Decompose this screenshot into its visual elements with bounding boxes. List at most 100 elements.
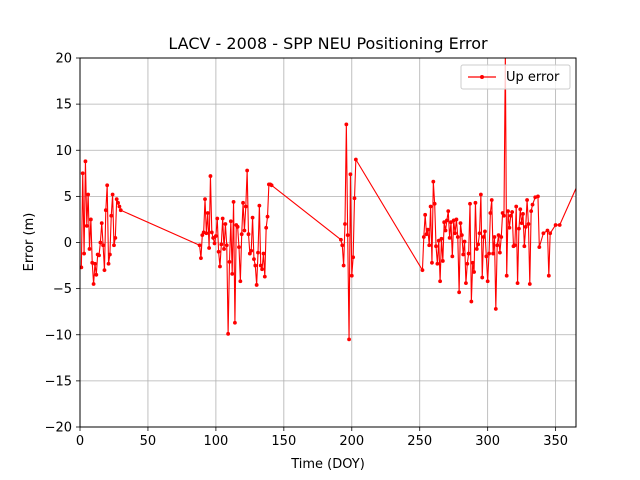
legend-marker-swatch (480, 75, 484, 79)
x-axis-ticks: 0 50 100 150 200 250 300 350 (76, 427, 568, 449)
data-point (250, 215, 255, 220)
data-point (211, 235, 216, 240)
data-point (457, 290, 462, 295)
y-axis-ticks: −20 −15 −10 −5 0 5 10 15 20 (45, 52, 80, 436)
data-point (470, 260, 475, 265)
data-point (443, 228, 448, 233)
data-point (436, 238, 441, 243)
data-point (468, 201, 472, 206)
data-point (243, 204, 248, 209)
data-point (94, 272, 99, 277)
data-point (260, 267, 264, 272)
data-point (345, 233, 350, 238)
data-point (498, 250, 502, 255)
data-point (521, 212, 525, 216)
data-point (352, 196, 357, 201)
data-point (465, 261, 470, 266)
y-tick-label: −15 (45, 374, 72, 389)
data-point (504, 273, 509, 278)
data-point (105, 183, 110, 188)
data-point (204, 231, 209, 236)
data-point (536, 194, 540, 199)
data-point (526, 222, 531, 226)
data-point (228, 219, 233, 224)
data-point (353, 157, 358, 162)
data-point (199, 256, 203, 261)
data-point (545, 228, 550, 233)
y-axis-label: Error (m) (22, 213, 37, 272)
data-point (101, 243, 105, 248)
data-point (212, 241, 217, 246)
data-point (514, 204, 519, 209)
data-point (348, 172, 353, 177)
data-point (488, 211, 493, 215)
data-point (425, 227, 430, 232)
data-point (349, 273, 354, 278)
data-point (508, 213, 513, 218)
data-point (219, 242, 224, 247)
data-point (464, 281, 468, 285)
data-point (462, 239, 467, 244)
data-point (216, 249, 221, 254)
data-point (421, 235, 426, 239)
data-point (466, 251, 471, 256)
data-point (269, 183, 274, 188)
data-point (253, 263, 258, 268)
data-point (481, 235, 486, 239)
data-point (461, 252, 466, 257)
data-point (102, 268, 107, 273)
data-point (480, 275, 485, 280)
data-point (458, 221, 463, 226)
data-point (432, 201, 437, 206)
y-tick-label: −5 (53, 282, 72, 297)
data-point (99, 221, 104, 226)
y-tick-label: −20 (45, 421, 72, 436)
data-point (347, 337, 351, 342)
data-point (537, 245, 542, 250)
data-point (233, 320, 237, 325)
data-point (84, 223, 89, 228)
data-point (431, 179, 436, 184)
data-point (522, 244, 527, 249)
data-point (262, 274, 267, 279)
data-point (492, 235, 497, 239)
data-point (110, 192, 115, 197)
data-point (496, 233, 501, 238)
data-point (485, 279, 490, 284)
x-tick-label: 100 (203, 434, 228, 449)
data-point (435, 261, 440, 266)
y-tick-label: 10 (55, 144, 72, 159)
data-point (546, 273, 551, 278)
data-point (103, 208, 108, 213)
data-point (258, 263, 263, 268)
data-point (541, 231, 546, 236)
data-point (518, 207, 523, 212)
data-point (80, 171, 85, 176)
data-point (238, 279, 243, 284)
data-point (117, 204, 122, 209)
data-point (434, 244, 438, 249)
legend: Up error (460, 64, 571, 90)
legend-box (460, 64, 571, 90)
data-point (476, 242, 481, 247)
data-point (207, 246, 212, 250)
data-point (256, 250, 260, 255)
data-point (495, 243, 500, 248)
data-point (254, 283, 259, 287)
x-tick-label: 250 (407, 434, 432, 449)
x-tick-label: 350 (543, 434, 568, 449)
data-point (453, 231, 457, 236)
data-point (557, 223, 562, 227)
data-point (264, 225, 269, 230)
data-point (420, 268, 425, 273)
data-point (112, 243, 116, 248)
data-point (205, 211, 210, 215)
data-point (80, 265, 84, 270)
data-point (447, 235, 452, 240)
x-axis-label: Time (DOY) (290, 457, 365, 472)
data-point (477, 231, 482, 236)
data-point (523, 224, 528, 229)
data-point (430, 260, 434, 265)
data-point (108, 252, 112, 257)
